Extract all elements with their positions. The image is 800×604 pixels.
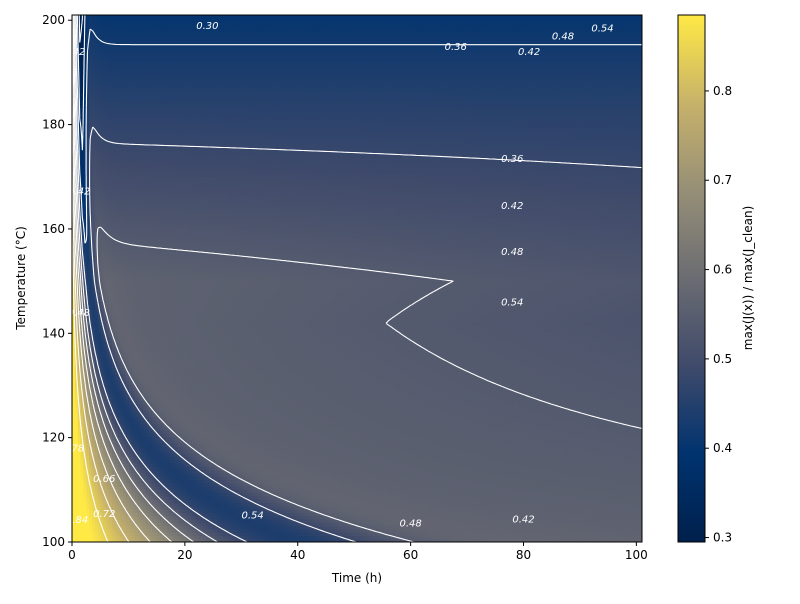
heatmap-field <box>72 15 643 543</box>
